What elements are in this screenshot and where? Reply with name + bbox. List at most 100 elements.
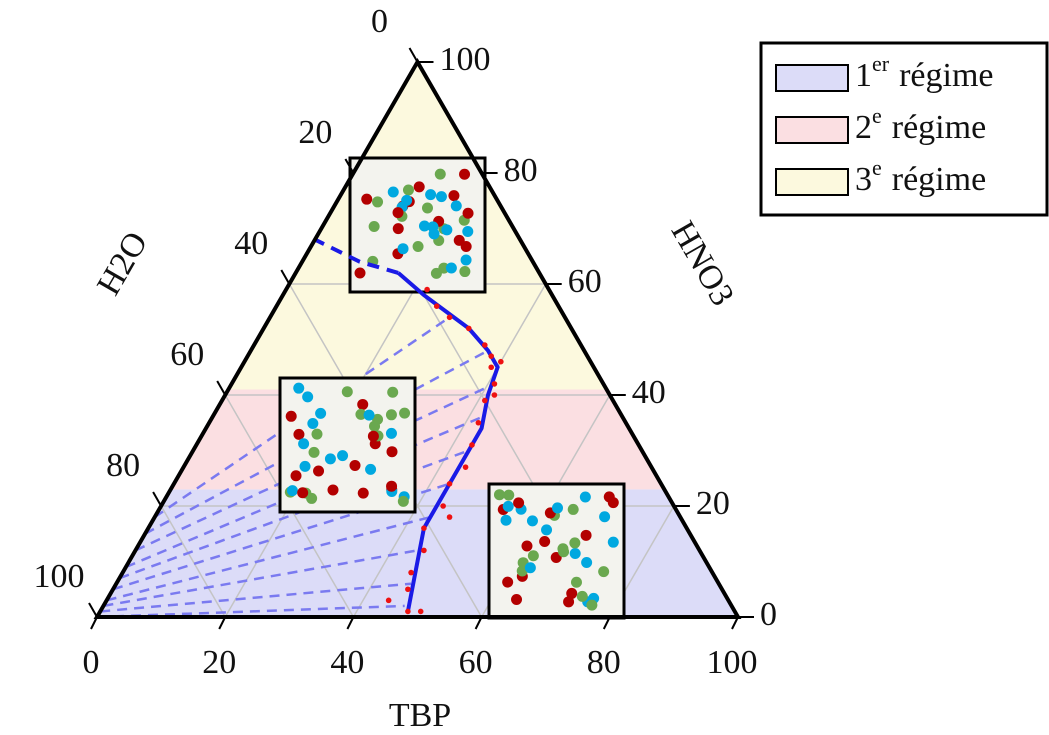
region: [170, 389, 665, 490]
molecule: [363, 409, 375, 421]
molecule: [367, 430, 379, 442]
molecule: [427, 221, 439, 233]
molecule: [392, 223, 404, 235]
molecule: [570, 576, 582, 588]
molecule: [369, 420, 381, 432]
molecule: [349, 459, 361, 471]
right-tick-label: 80: [504, 152, 538, 189]
data-point: [421, 547, 427, 554]
molecule: [397, 495, 409, 507]
legend-text: 1: [855, 57, 872, 94]
data-point: [417, 608, 424, 615]
molecule: [413, 181, 425, 193]
curve: [396, 271, 500, 612]
molecule: [425, 189, 437, 201]
molecule: [434, 168, 446, 180]
molecule: [502, 500, 514, 512]
molecule: [286, 485, 298, 497]
molecule: [453, 234, 465, 246]
data-point: [475, 419, 482, 426]
molecule: [527, 550, 539, 562]
data-point: [405, 586, 411, 593]
molecule: [386, 446, 398, 458]
legend-text: e: [872, 103, 882, 128]
molecule: [372, 196, 384, 208]
molecule: [599, 511, 611, 523]
molecule: [541, 524, 553, 536]
legend-text: régime: [892, 109, 986, 146]
molecule: [308, 446, 320, 458]
molecule: [511, 594, 523, 606]
data-point: [488, 364, 495, 371]
molecule: [327, 484, 339, 496]
tie-line: [103, 549, 418, 608]
tick-mark: [280, 269, 291, 285]
molecule: [412, 241, 424, 253]
left-tick-label: 60: [170, 336, 204, 373]
molecule: [586, 599, 598, 611]
molecule: [579, 491, 591, 503]
data-point: [424, 286, 430, 293]
molecule: [337, 450, 349, 462]
molecule: [539, 535, 551, 547]
right-tick-label: 100: [440, 41, 491, 78]
grid-line: [352, 283, 547, 618]
data-point: [469, 442, 475, 448]
x-tick-label: 80: [587, 644, 621, 681]
molecule: [315, 407, 327, 419]
molecule: [550, 552, 562, 564]
data-point: [482, 397, 488, 404]
molecule: [421, 202, 433, 214]
molecule: [493, 489, 505, 501]
legend-label: 3e régime: [855, 155, 986, 198]
tie-line: [134, 382, 495, 552]
molecule: [357, 398, 369, 410]
legend-text: régime: [892, 161, 986, 198]
molecule: [365, 463, 377, 475]
molecule: [357, 487, 369, 499]
left-tick-label: 100: [34, 558, 85, 595]
data-point: [446, 314, 453, 321]
tick-mark: [408, 47, 419, 63]
molecule: [552, 502, 564, 514]
molecule: [386, 480, 398, 492]
molecule: [607, 536, 619, 548]
molecule: [307, 418, 319, 430]
molecule: [313, 465, 325, 477]
molecule: [385, 409, 397, 421]
molecule: [448, 190, 460, 202]
x-tick-label: 60: [459, 644, 493, 681]
legend-swatch: [775, 116, 849, 144]
data-point: [408, 569, 414, 576]
molecule: [521, 540, 533, 552]
molecule: [361, 193, 373, 205]
molecule: [302, 391, 314, 403]
x-tick-label: 40: [330, 644, 364, 681]
molecule: [526, 515, 538, 527]
molecule: [563, 596, 575, 608]
molecule: [513, 497, 525, 509]
legend-text: 2: [855, 109, 872, 146]
data-point: [498, 358, 504, 365]
data-point: [491, 381, 498, 387]
molecule: [569, 547, 581, 559]
insets: [278, 156, 626, 620]
molecule: [430, 267, 442, 279]
molecule: [297, 487, 309, 499]
molecule: [392, 207, 404, 219]
triangle-outline: [93, 58, 742, 619]
molecule: [397, 243, 409, 255]
data-point: [465, 325, 472, 332]
molecule: [324, 453, 336, 465]
axis-title-left: H2O: [90, 226, 155, 302]
data-point: [446, 481, 453, 487]
tick-mark: [88, 602, 98, 618]
molecule: [500, 514, 512, 526]
legend-swatch: [775, 168, 849, 196]
data-point: [440, 503, 446, 509]
molecule: [598, 566, 610, 578]
legend-label: 2e régime: [855, 103, 986, 146]
molecule: [503, 489, 515, 501]
molecule: [418, 220, 430, 232]
legend-swatch: [775, 64, 849, 92]
